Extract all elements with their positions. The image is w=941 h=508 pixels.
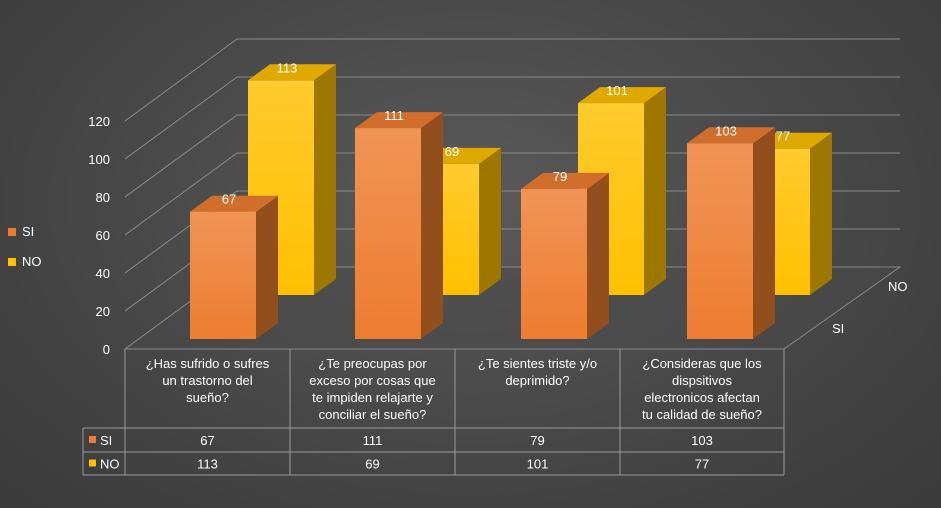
legend-swatch-no xyxy=(8,258,16,266)
table-cell: 79 xyxy=(530,433,544,448)
table-cell: 67 xyxy=(200,433,214,448)
table-swatch-no xyxy=(89,459,96,467)
category-label-line: ¿Consideras que los xyxy=(642,356,762,371)
data-label: 111 xyxy=(384,108,404,123)
category-label-line: conciliar el sueño? xyxy=(319,407,427,422)
bar-front xyxy=(355,128,421,339)
table-cell: 111 xyxy=(363,433,383,448)
legend-label-si: SI xyxy=(22,224,34,239)
category-label: ¿Has sufrido o sufres un trastorno del sue… xyxy=(146,356,270,405)
y-tick-label: 80 xyxy=(96,190,110,205)
category-label: ¿Te preocupas por exceso por cosas que te … xyxy=(309,356,435,422)
gridline-side xyxy=(124,76,238,160)
gridline-side xyxy=(124,114,238,198)
bar-side xyxy=(256,195,278,339)
bar-no-0: 113 xyxy=(248,60,336,295)
bar-si-3: 103 xyxy=(687,123,775,339)
table-cell: 103 xyxy=(691,433,713,448)
gridline-side xyxy=(124,152,238,236)
legend-label-no: NO xyxy=(22,254,42,269)
bar-si-0: 67 xyxy=(190,192,278,339)
data-label: 101 xyxy=(606,83,628,98)
legend-swatch-si xyxy=(8,228,16,236)
bar-side xyxy=(587,172,609,339)
bar-top xyxy=(248,64,336,81)
depth-axis-labels: SI NO xyxy=(832,279,908,336)
category-label: ¿Consideras que los dispsitivos electronic… xyxy=(642,356,762,422)
bar-si-2: 79 xyxy=(521,169,609,339)
bar-top xyxy=(687,127,775,144)
bar-side xyxy=(644,87,666,295)
bar-side xyxy=(810,132,832,295)
category-label-line: exceso por cosas que xyxy=(309,373,435,388)
bar-top xyxy=(355,112,443,129)
y-tick-label: 0 xyxy=(103,342,110,357)
y-tick-label: 20 xyxy=(96,304,110,319)
bar-side xyxy=(753,127,775,339)
bar-top xyxy=(190,195,278,212)
bar-side xyxy=(421,112,443,339)
table-series-label: NO xyxy=(100,457,120,472)
y-tick-label: 100 xyxy=(88,152,110,167)
table-cell: 113 xyxy=(197,457,218,472)
y-axis: 0 20 40 60 80 100 120 xyxy=(88,114,110,357)
depth-label-si: SI xyxy=(832,321,844,336)
y-tick-label: 120 xyxy=(88,114,110,129)
category-label-line: electronicos afectan xyxy=(644,390,760,405)
legend: SI NO xyxy=(8,224,42,269)
data-label: 77 xyxy=(776,129,790,144)
data-label: 103 xyxy=(715,123,737,138)
y-tick-label: 40 xyxy=(96,266,110,281)
bar-top xyxy=(521,172,609,189)
series-si-bars: 67 111 79 103 xyxy=(190,108,775,339)
table-swatch-si xyxy=(89,436,96,443)
table-cell: 77 xyxy=(695,457,709,472)
data-table: ¿Has sufrido o sufres un trastorno del sue… xyxy=(82,349,785,476)
category-label-line: te impiden relajarte y xyxy=(312,390,433,405)
data-label: 79 xyxy=(553,169,567,184)
category-label-line: sueño? xyxy=(186,390,229,405)
bar-front xyxy=(190,211,256,339)
category-label-line: deprimido? xyxy=(505,373,569,388)
category-label-line: dispsitivos xyxy=(672,373,732,388)
table-series-label: SI xyxy=(100,433,112,448)
table-cell: 101 xyxy=(527,457,549,472)
table-cell: 69 xyxy=(365,457,379,472)
category-label-line: ¿Te preocupas por xyxy=(318,356,427,371)
category-label-line: tu calidad de sueño? xyxy=(642,407,762,422)
category-label-line: ¿Has sufrido o sufres xyxy=(146,356,270,371)
bar-side xyxy=(479,147,501,295)
data-label: 67 xyxy=(222,192,236,207)
data-label: 69 xyxy=(445,144,459,159)
bar-front xyxy=(521,188,587,339)
depth-label-no: NO xyxy=(888,279,908,294)
data-label: 113 xyxy=(277,60,298,75)
category-label-line: un trastorno del xyxy=(162,373,252,388)
category-label: ¿Te sientes triste y/o deprimido? xyxy=(478,356,597,388)
category-label-line: ¿Te sientes triste y/o xyxy=(478,356,597,371)
bar-front xyxy=(687,143,753,339)
bar-si-1: 111 xyxy=(355,108,443,339)
y-tick-label: 60 xyxy=(96,228,110,243)
bar-top xyxy=(578,87,666,104)
gridline-side xyxy=(124,38,238,122)
bar-side xyxy=(314,64,336,295)
